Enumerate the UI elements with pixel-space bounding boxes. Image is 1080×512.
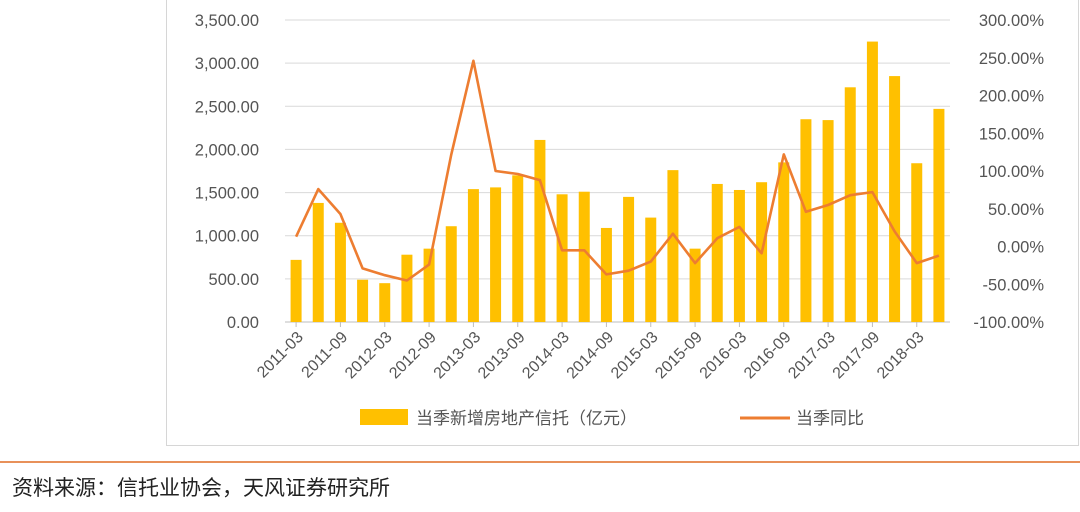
bar <box>512 175 524 322</box>
bar <box>844 87 856 322</box>
bar <box>357 279 369 322</box>
bar <box>889 76 901 322</box>
bar <box>445 226 457 322</box>
y-left-tick-label: 1,000.00 <box>195 228 259 246</box>
y-right-tick-label: 150.00% <box>979 125 1044 143</box>
x-tick-label: 2015-09 <box>652 329 706 383</box>
bar <box>334 222 346 322</box>
legend: 当季新增房地产信托（亿元） 当季同比 <box>360 409 864 429</box>
legend-line-label: 当季同比 <box>796 409 864 429</box>
x-tick-label: 2011-03 <box>254 329 307 382</box>
x-tick-label: 2017-09 <box>830 329 884 383</box>
left-axis: 0.00 500.00 1,000.00 1,500.00 2,000.00 2,500.… <box>195 12 259 332</box>
bar <box>467 189 479 322</box>
legend-bar-label: 当季新增房地产信托（亿元） <box>416 409 637 429</box>
x-tick-label: 2013-09 <box>475 329 529 383</box>
bar <box>866 41 878 322</box>
x-tick-label: 2016-09 <box>741 329 795 383</box>
bar <box>689 248 701 322</box>
bar <box>933 108 945 322</box>
bar <box>667 170 679 322</box>
bar <box>556 194 568 322</box>
y-right-tick-label: 100.00% <box>979 163 1044 181</box>
bar-series <box>290 41 945 322</box>
bar <box>490 187 502 322</box>
y-left-tick-label: 3,500.00 <box>195 12 259 30</box>
bar <box>822 120 834 322</box>
bar <box>645 217 657 322</box>
yoy-line <box>294 59 940 282</box>
bar <box>911 163 923 322</box>
x-tick-label: 2012-03 <box>342 329 396 383</box>
source-note: 资料来源：信托业协会，天风证券研究所 <box>12 472 390 502</box>
bar <box>711 183 723 322</box>
y-left-tick-label: 2,500.00 <box>195 98 259 116</box>
y-right-tick-label: 250.00% <box>979 50 1044 68</box>
source-text: 信托业协会，天风证券研究所 <box>117 476 390 500</box>
y-right-tick-label: -50.00% <box>983 276 1045 294</box>
x-axis: 2011-032011-092012-032012-092013-032013-… <box>254 322 928 383</box>
x-tick-label: 2014-09 <box>564 329 618 383</box>
y-left-tick-label: 0.00 <box>227 314 259 332</box>
y-left-tick-label: 1,500.00 <box>195 185 259 203</box>
legend-bar-swatch <box>360 409 408 425</box>
x-tick-label: 2018-03 <box>874 329 928 383</box>
bar <box>401 254 413 322</box>
x-tick-label: 2011-09 <box>299 329 352 382</box>
bar <box>578 191 590 322</box>
y-right-tick-label: 300.00% <box>979 12 1044 30</box>
bar <box>379 283 391 322</box>
bar <box>778 162 790 322</box>
bar <box>623 196 635 322</box>
x-tick-label: 2012-09 <box>386 329 440 383</box>
combo-chart: 0.00 500.00 1,000.00 1,500.00 2,000.00 2,500.… <box>195 12 1045 429</box>
y-right-tick-label: 0.00% <box>997 239 1044 257</box>
source-divider <box>0 461 1080 463</box>
bar <box>312 202 324 322</box>
x-tick-label: 2015-03 <box>608 329 662 383</box>
source-label: 资料来源： <box>12 476 117 500</box>
y-right-tick-label: 50.00% <box>988 201 1044 219</box>
y-right-tick-label: -100.00% <box>973 314 1044 332</box>
bar <box>290 259 302 322</box>
y-left-tick-label: 2,000.00 <box>195 141 259 159</box>
right-axis: -100.00% -50.00% 0.00% 50.00% 100.00% 150.00%… <box>973 12 1044 332</box>
x-tick-label: 2014-03 <box>519 329 573 383</box>
bar <box>423 248 435 322</box>
y-left-tick-label: 3,000.00 <box>195 55 259 73</box>
y-right-tick-label: 200.00% <box>979 88 1044 106</box>
bar <box>534 139 546 322</box>
x-tick-label: 2017-03 <box>785 329 839 383</box>
x-tick-label: 2016-03 <box>697 329 751 383</box>
line-series <box>294 59 940 282</box>
y-left-tick-label: 500.00 <box>209 271 259 289</box>
bar <box>733 189 745 322</box>
bar <box>800 119 812 322</box>
x-tick-label: 2013-03 <box>431 329 485 383</box>
